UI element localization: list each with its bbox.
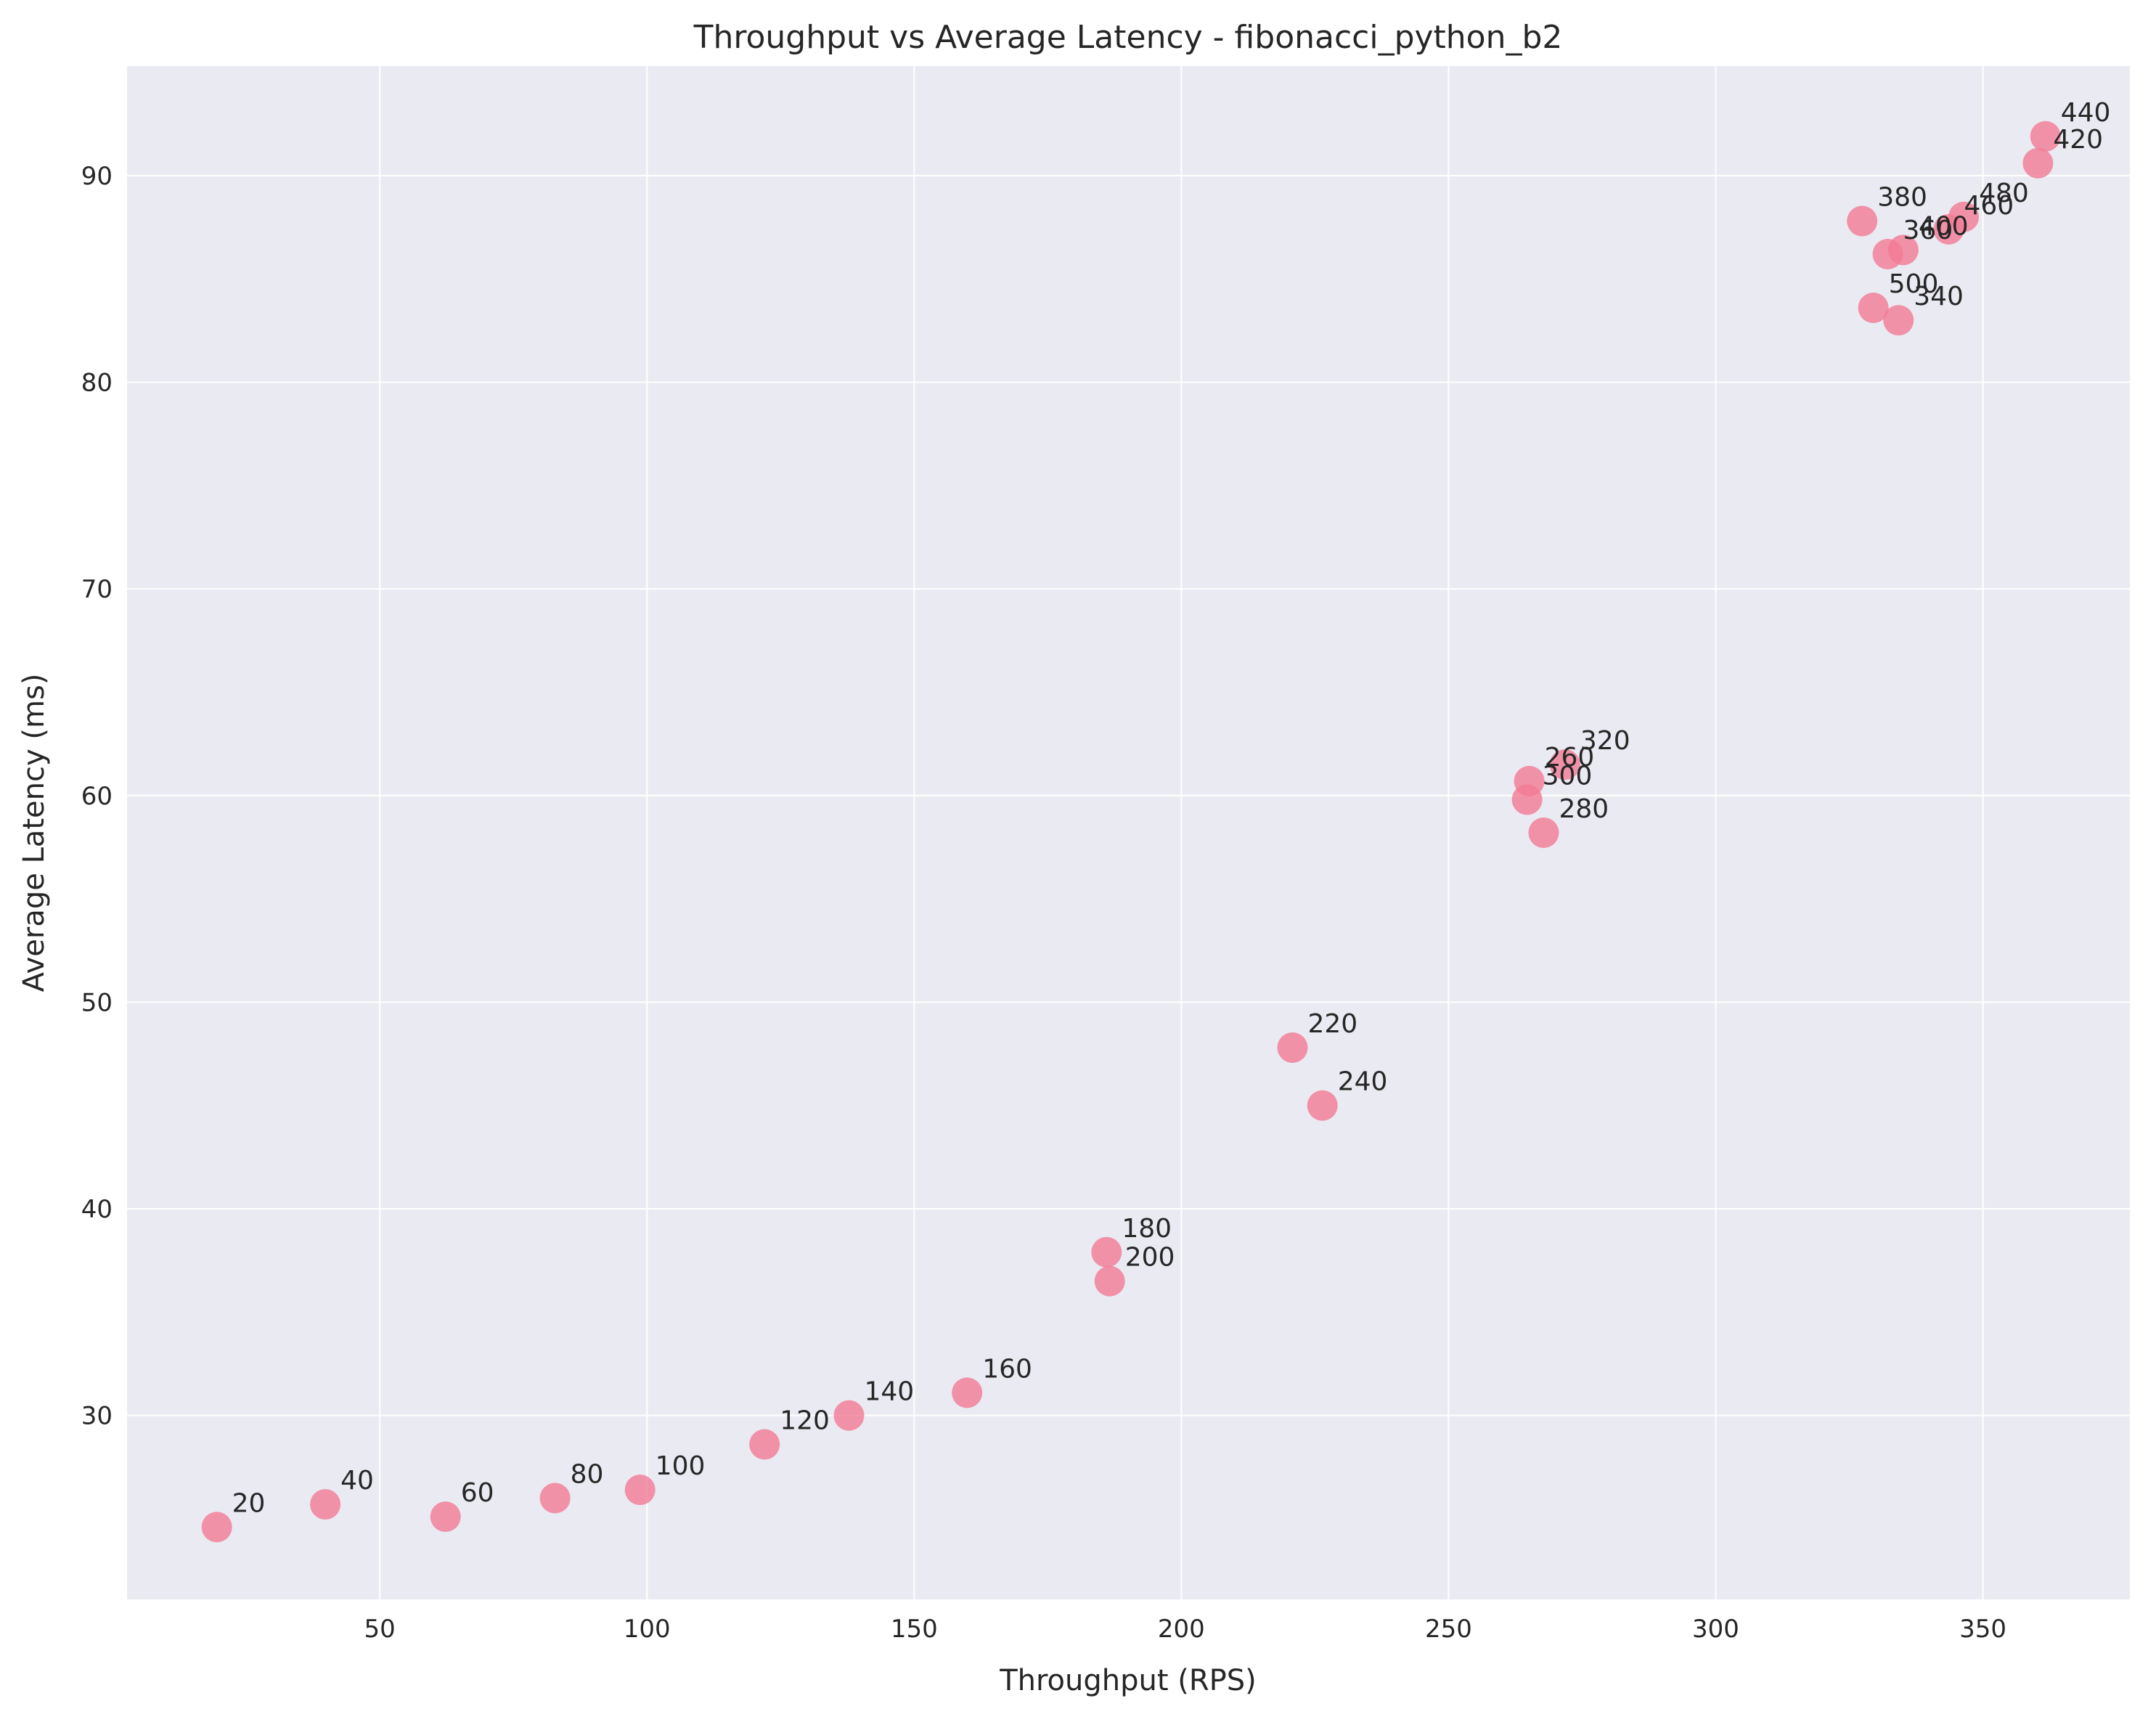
point-label: 420 (2053, 125, 2103, 155)
data-point (1948, 201, 1980, 232)
data-point (1307, 1090, 1338, 1121)
point-label: 360 (1903, 216, 1953, 245)
plot-area (127, 66, 2130, 1599)
data-point (539, 1483, 571, 1514)
tick-labels: 50 100 150 200 250 300 350 30 40 50 60 70 80 90 (81, 162, 2006, 1644)
y-tick-label: 90 (81, 162, 113, 191)
y-tick-label: 50 (81, 988, 113, 1017)
y-tick-label: 80 (81, 368, 113, 397)
x-tick-label: 250 (1425, 1615, 1472, 1644)
data-point (310, 1489, 341, 1520)
data-point (1528, 817, 1559, 848)
data-point (1847, 205, 1878, 237)
point-label: 380 (1877, 182, 1927, 212)
chart-title: Throughput vs Average Latency - fibonacc… (693, 19, 1563, 56)
y-tick-label: 40 (81, 1195, 113, 1224)
y-tick-label: 60 (81, 782, 113, 811)
data-point (2030, 121, 2061, 152)
data-point (2022, 147, 2054, 179)
data-point (1277, 1032, 1308, 1064)
point-label: 300 (1543, 761, 1593, 791)
point-label: 220 (1307, 1009, 1357, 1039)
x-tick-label: 50 (364, 1615, 396, 1644)
point-label: 100 (656, 1451, 706, 1481)
point-label: 60 (461, 1478, 494, 1508)
x-axis-label: Throughput (RPS) (999, 1664, 1257, 1697)
point-label: 180 (1122, 1214, 1172, 1244)
x-tick-label: 350 (1959, 1615, 2006, 1644)
point-label: 400 (1919, 211, 1969, 241)
data-point (1094, 1265, 1125, 1297)
data-point (1858, 293, 1889, 324)
point-label: 480 (1979, 179, 2029, 208)
x-tick-label: 200 (1158, 1615, 1205, 1644)
data-point (833, 1400, 865, 1431)
data-point (749, 1429, 780, 1460)
x-tick-label: 100 (624, 1615, 671, 1644)
point-label: 500 (1889, 269, 1939, 299)
data-point (430, 1501, 461, 1533)
point-label: 460 (1964, 191, 2014, 221)
point-label: 440 (2061, 98, 2111, 128)
x-tick-label: 150 (891, 1615, 938, 1644)
point-label: 280 (1559, 794, 1609, 824)
point-label: 40 (340, 1466, 374, 1496)
point-label: 80 (571, 1460, 604, 1490)
data-point (201, 1512, 232, 1543)
data-point (1091, 1236, 1122, 1268)
x-tick-label: 300 (1692, 1615, 1739, 1644)
point-label: 200 (1125, 1243, 1175, 1273)
point-label: 320 (1580, 726, 1630, 756)
data-point (1549, 749, 1580, 780)
point-label: 160 (982, 1354, 1032, 1384)
point-label: 120 (780, 1406, 830, 1436)
data-points (201, 121, 2061, 1543)
y-tick-label: 30 (81, 1402, 113, 1431)
point-label: 240 (1338, 1067, 1388, 1097)
point-label: 140 (865, 1377, 915, 1407)
data-point (1883, 305, 1914, 336)
point-label: 340 (1914, 282, 1964, 311)
y-tick-label: 70 (81, 575, 113, 604)
data-point (1887, 234, 1919, 266)
data-point (624, 1475, 656, 1506)
point-label: 20 (232, 1488, 266, 1518)
data-point (952, 1377, 983, 1408)
data-point (1511, 784, 1543, 815)
gridlines (127, 66, 2130, 1599)
y-axis-label: Average Latency (ms) (17, 674, 51, 992)
point-label: 260 (1545, 743, 1595, 772)
